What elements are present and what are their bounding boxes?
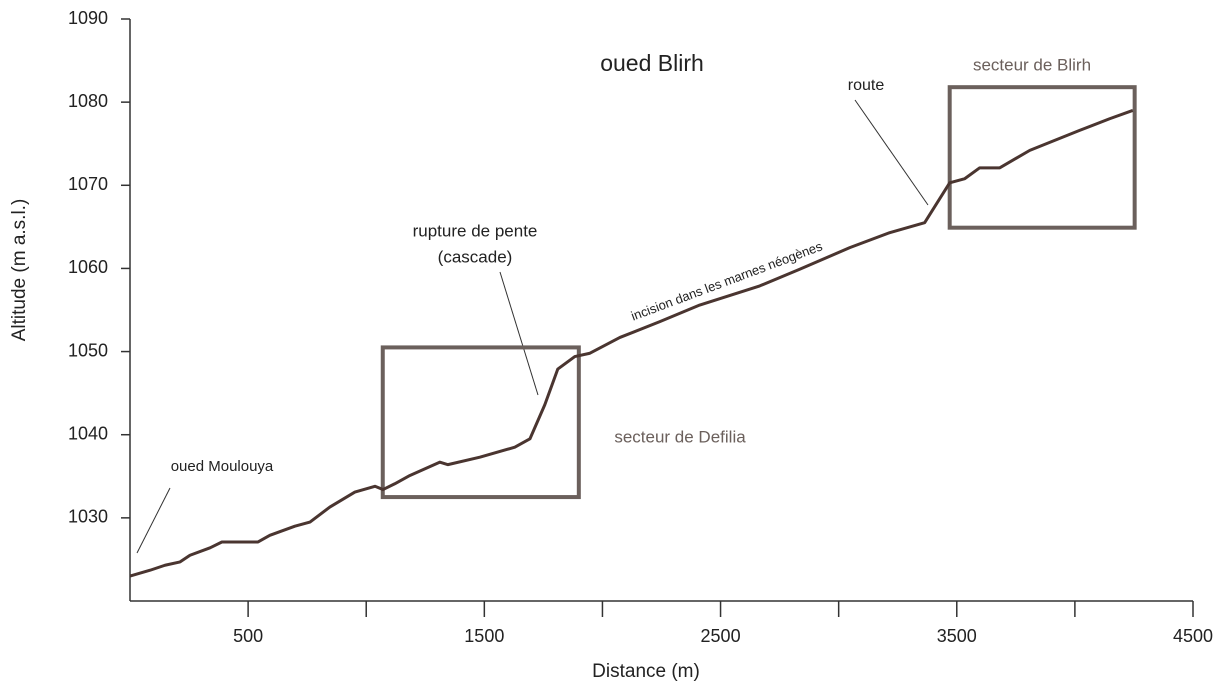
profile-line: [129, 109, 1134, 578]
leader-line: [499, 271, 539, 396]
x-tick-label: 1500: [464, 626, 504, 646]
y-tick-label: 1070: [68, 174, 108, 194]
y-tick-label: 1050: [68, 340, 108, 360]
y-axis-label: Altitude (m a.s.l.): [9, 199, 30, 342]
y-tick-label: 1030: [68, 507, 108, 527]
annotation: (cascade): [438, 247, 513, 266]
y-tick-label: 1060: [68, 257, 108, 277]
sector-box: [947, 85, 1137, 230]
leader-line: [854, 99, 929, 206]
x-tick-label: 500: [233, 626, 263, 646]
chart-title: oued Blirh: [600, 50, 704, 76]
x-tick-label: 4500: [1173, 626, 1213, 646]
y-tick-label: 1040: [68, 423, 108, 443]
annotation: rupture de pente: [413, 221, 538, 240]
annotation: oued Moulouya: [171, 458, 274, 475]
annotation: incision dans les marnes néogènes: [629, 238, 825, 323]
leader-line: [136, 487, 171, 554]
annotation: route: [848, 77, 885, 94]
x-tick-label: 2500: [701, 626, 741, 646]
sector-box: [380, 345, 581, 500]
y-tick-label: 1090: [68, 8, 108, 28]
x-tick-label: 3500: [937, 626, 977, 646]
sector-label: secteur de Defilia: [614, 427, 746, 446]
x-axis-label: Distance (m): [592, 661, 700, 682]
sector-label: secteur de Blirh: [973, 55, 1091, 74]
y-tick-label: 1080: [68, 91, 108, 111]
